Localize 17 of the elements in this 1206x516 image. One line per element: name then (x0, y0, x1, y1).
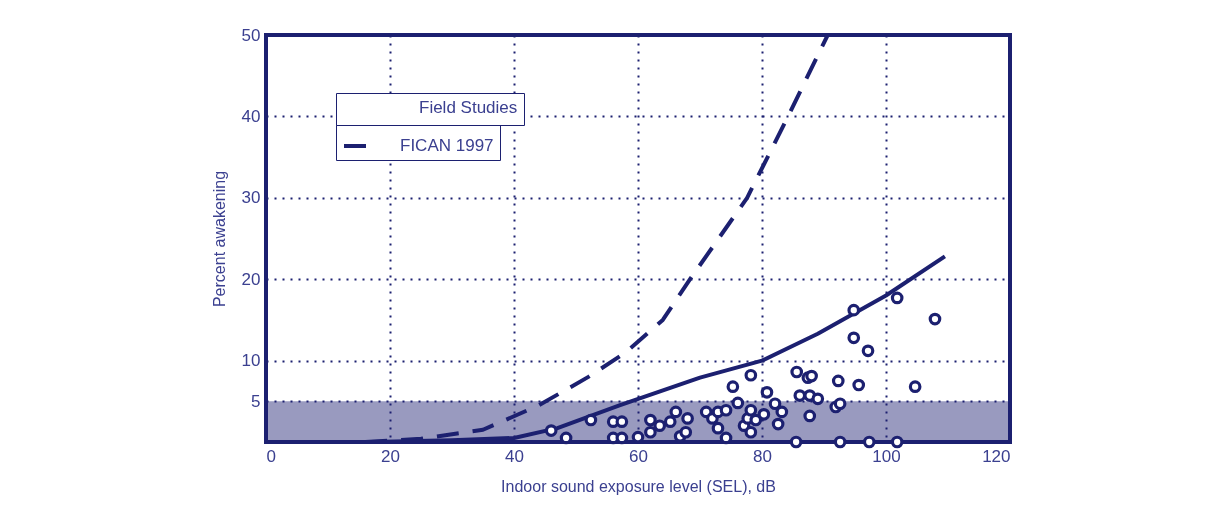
y-axis-title: Percent awakening (210, 170, 228, 308)
x-tick-label: 60 (629, 446, 648, 466)
x-tick-label: 80 (753, 446, 772, 466)
text: Field Studies (419, 97, 518, 117)
y-tick-label: 10 (241, 351, 261, 371)
x-axis-title: Indoor sound exposure level (SEL), dB (501, 477, 776, 495)
x-tick-label: 120 (982, 446, 1011, 466)
x-tick-label: 0 (266, 446, 276, 466)
y-tick-label: 5 (251, 391, 261, 411)
x-tick-label: 20 (381, 446, 400, 466)
y-tick-label: 20 (241, 269, 261, 289)
y-tick-label: 50 (241, 25, 261, 45)
legend-label: FICAN 1997 (400, 136, 494, 155)
x-tick-label: 40 (505, 446, 524, 466)
y-tick-label: 30 (241, 188, 261, 208)
y-tick-label: 40 (241, 106, 261, 126)
x-tick-label: 100 (872, 446, 901, 466)
